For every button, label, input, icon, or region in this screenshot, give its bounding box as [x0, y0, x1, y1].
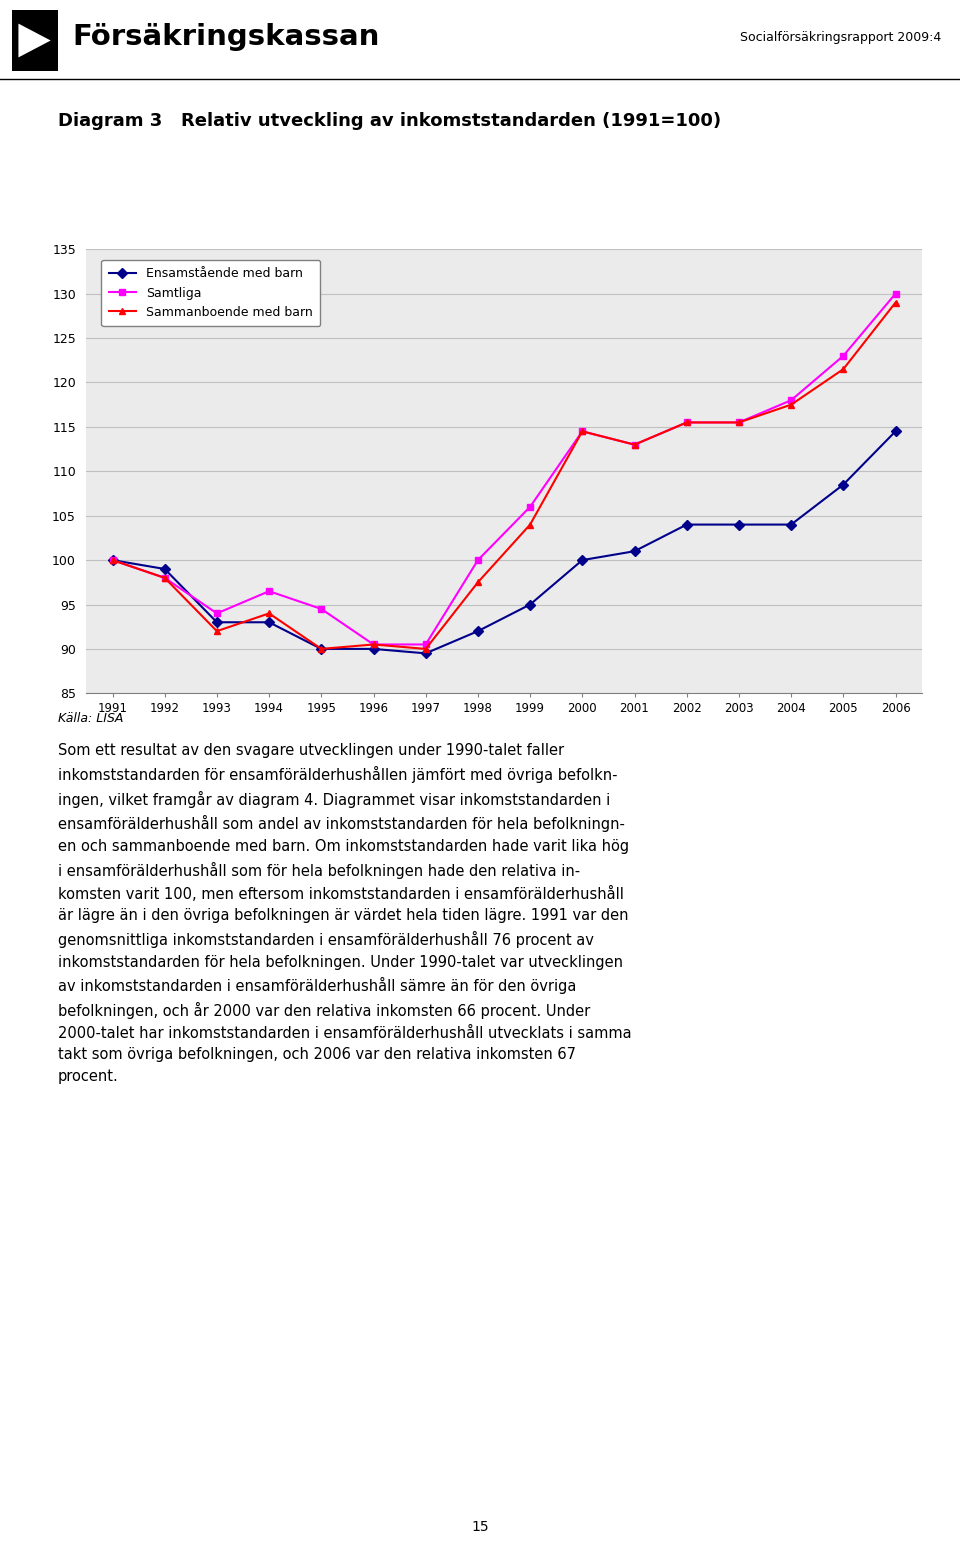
- Sammanboende med barn: [211, 622, 223, 640]
- Samtliga: [837, 346, 849, 365]
- Samtliga: [629, 435, 640, 453]
- Ensamstående med barn: [890, 422, 901, 441]
- Ensamstående med barn: [785, 516, 797, 534]
- Ensamstående med barn: [629, 542, 640, 561]
- Ensamstående med barn: [368, 639, 379, 657]
- Samtliga: [263, 581, 275, 600]
- Samtliga: [211, 605, 223, 623]
- Samtliga: [316, 600, 327, 619]
- Ensamstående med barn: [159, 559, 171, 578]
- Sammanboende med barn: [107, 550, 118, 569]
- Samtliga: [577, 422, 588, 441]
- Text: 15: 15: [471, 1521, 489, 1533]
- Ensamstående med barn: [681, 516, 692, 534]
- Sammanboende med barn: [837, 360, 849, 379]
- Sammanboende med barn: [577, 422, 588, 441]
- Ensamstående med barn: [211, 612, 223, 631]
- Samtliga: [890, 284, 901, 302]
- Ensamstående med barn: [316, 639, 327, 657]
- Text: Källa: LISA: Källa: LISA: [58, 712, 123, 724]
- Sammanboende med barn: [785, 396, 797, 414]
- Sammanboende med barn: [733, 413, 745, 432]
- Samtliga: [733, 413, 745, 432]
- Sammanboende med barn: [316, 639, 327, 657]
- Ensamstående med barn: [837, 475, 849, 494]
- Sammanboende med barn: [890, 293, 901, 312]
- Sammanboende med barn: [159, 569, 171, 587]
- Text: Diagram 3   Relativ utveckling av inkomststandarden (1991=100): Diagram 3 Relativ utveckling av inkomsts…: [58, 112, 721, 131]
- Polygon shape: [18, 23, 51, 58]
- Sammanboende med barn: [681, 413, 692, 432]
- Samtliga: [785, 391, 797, 410]
- Sammanboende med barn: [263, 605, 275, 623]
- Line: Ensamstående med barn: Ensamstående med barn: [109, 428, 899, 657]
- Ensamstående med barn: [524, 595, 536, 614]
- Text: Socialförsäkringsrapport 2009:4: Socialförsäkringsrapport 2009:4: [739, 31, 941, 44]
- Ensamstående med barn: [577, 550, 588, 569]
- Bar: [12, 9, 58, 72]
- Sammanboende med barn: [524, 516, 536, 534]
- Line: Sammanboende med barn: Sammanboende med barn: [109, 299, 899, 653]
- Samtliga: [524, 497, 536, 516]
- Ensamstående med barn: [263, 612, 275, 631]
- Ensamstående med barn: [733, 516, 745, 534]
- Text: Försäkringskassan: Försäkringskassan: [72, 23, 379, 51]
- Samtliga: [368, 636, 379, 654]
- Samtliga: [420, 636, 431, 654]
- Ensamstående med barn: [420, 643, 431, 662]
- Legend: Ensamstående med barn, Samtliga, Sammanboende med barn: Ensamstående med barn, Samtliga, Sammanb…: [101, 260, 321, 327]
- Samtliga: [681, 413, 692, 432]
- Sammanboende med barn: [368, 636, 379, 654]
- Sammanboende med barn: [420, 639, 431, 657]
- Sammanboende med barn: [472, 573, 484, 592]
- Samtliga: [107, 550, 118, 569]
- Ensamstående med barn: [107, 550, 118, 569]
- Samtliga: [472, 550, 484, 569]
- Text: Som ett resultat av den svagare utvecklingen under 1990-talet faller
inkomststan: Som ett resultat av den svagare utveckli…: [58, 743, 632, 1084]
- Samtliga: [159, 569, 171, 587]
- Ensamstående med barn: [472, 622, 484, 640]
- Sammanboende med barn: [629, 435, 640, 453]
- Line: Samtliga: Samtliga: [109, 290, 899, 648]
